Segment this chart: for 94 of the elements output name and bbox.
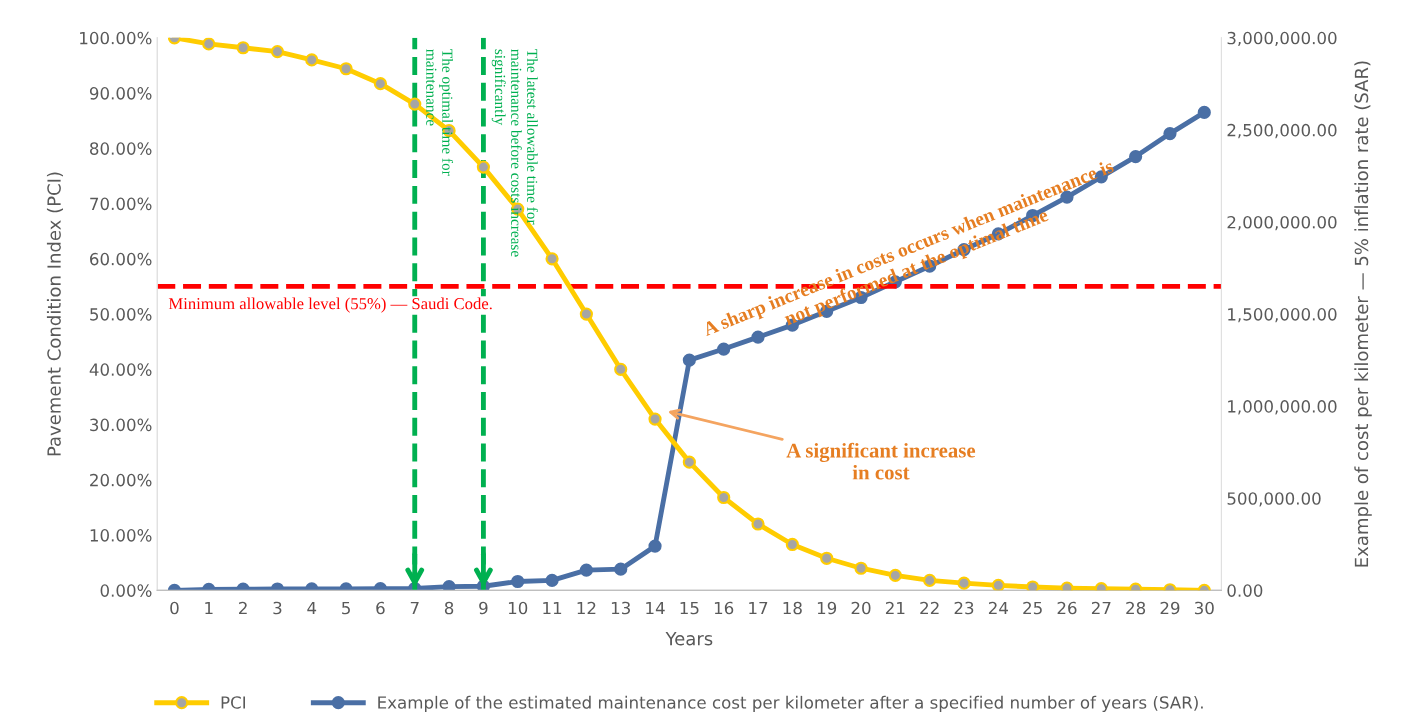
x-tick-label: 8 bbox=[444, 601, 454, 615]
point bbox=[923, 573, 937, 587]
y-tick-label: 30.00% bbox=[90, 418, 152, 432]
y-tick-label: 40.00% bbox=[89, 363, 152, 376]
point bbox=[1197, 105, 1211, 119]
y2-tick-label: 1,000,000.00 bbox=[1228, 400, 1337, 415]
point bbox=[751, 517, 765, 531]
point bbox=[545, 252, 559, 266]
point bbox=[751, 330, 765, 344]
y2-tick-label: 0.00 bbox=[1227, 584, 1263, 597]
point bbox=[339, 62, 353, 76]
x-tick-label: 12 bbox=[577, 601, 596, 615]
x-tick-label: 20 bbox=[851, 601, 871, 615]
x-tick-label: 1 bbox=[205, 601, 213, 615]
point bbox=[305, 53, 319, 67]
point bbox=[614, 362, 628, 376]
x-tick-label: 0 bbox=[170, 601, 179, 615]
point bbox=[682, 353, 696, 367]
y-tick-label: 20.00% bbox=[90, 473, 152, 487]
x-axis-title: Years bbox=[665, 632, 713, 646]
annotation: A significant increase in cost bbox=[786, 442, 976, 480]
y-axis-title: Pavement Condition Index (PCI) bbox=[46, 172, 64, 456]
ref-line-label: The optimal time for maintenance bbox=[426, 49, 454, 176]
x-tick-label: 16 bbox=[714, 601, 734, 615]
point bbox=[854, 561, 868, 575]
x-tick-label: 23 bbox=[954, 601, 974, 615]
point bbox=[270, 45, 285, 59]
x-tick-label: 26 bbox=[1057, 601, 1077, 615]
x-tick-label: 2 bbox=[239, 601, 247, 615]
point bbox=[1129, 150, 1143, 164]
point bbox=[957, 576, 971, 590]
ref-line-label: The latest allowable time for maintenance before costs increase significantly bbox=[491, 49, 538, 257]
y2-tick-label: 2,000,000.00 bbox=[1227, 215, 1337, 231]
point bbox=[614, 562, 628, 576]
point bbox=[991, 578, 1005, 591]
x-tick-label: 24 bbox=[988, 601, 1008, 615]
point bbox=[1163, 126, 1177, 141]
point bbox=[511, 574, 525, 589]
point bbox=[682, 455, 696, 469]
x-tick-label: 21 bbox=[885, 601, 905, 615]
x-tick-label: 3 bbox=[273, 601, 282, 615]
x-tick-label: 19 bbox=[817, 601, 837, 615]
y-tick-label: 70.00% bbox=[90, 197, 152, 211]
x-tick-label: 13 bbox=[611, 601, 630, 615]
point bbox=[579, 307, 593, 321]
point bbox=[373, 77, 388, 91]
x-tick-label: 29 bbox=[1160, 601, 1180, 615]
x-tick-label: 11 bbox=[543, 601, 562, 615]
point bbox=[579, 563, 593, 577]
point bbox=[648, 539, 662, 553]
legend-label: Example of the estimated maintenance cost per kilometer after a specified number of years (SAR). bbox=[378, 695, 1203, 712]
y2-tick-label: 2,500,000.00 bbox=[1227, 123, 1337, 139]
point bbox=[442, 580, 456, 591]
y2-axis-title: Example of cost per kilometer — 5% inflation rate (SAR) bbox=[1354, 61, 1372, 567]
y-tick-label: 60.00% bbox=[90, 252, 152, 266]
x-tick-label: 6 bbox=[376, 601, 385, 615]
point bbox=[202, 37, 216, 51]
point bbox=[408, 97, 422, 111]
x-tick-label: 25 bbox=[1023, 601, 1042, 615]
point bbox=[545, 573, 559, 587]
ref-line-label: Minimum allowable level (55%) — Saudi Code. bbox=[168, 297, 492, 313]
legend-label: PCI bbox=[221, 696, 245, 709]
x-tick-label: 18 bbox=[783, 601, 802, 615]
point bbox=[476, 160, 490, 174]
point bbox=[888, 568, 902, 582]
x-tick-label: 30 bbox=[1194, 601, 1214, 615]
x-tick-label: 9 bbox=[479, 601, 488, 615]
point bbox=[785, 537, 799, 552]
point bbox=[717, 342, 731, 356]
point bbox=[1060, 581, 1074, 591]
point bbox=[648, 412, 662, 426]
point bbox=[717, 490, 731, 505]
y2-tick-label: 3,000,000.00 bbox=[1227, 31, 1337, 47]
point bbox=[236, 41, 250, 55]
x-tick-label: 28 bbox=[1126, 601, 1146, 615]
y2-tick-label: 1,500,000.00 bbox=[1228, 308, 1337, 323]
y-tick-label: 90.00% bbox=[89, 87, 152, 100]
y-tick-label: 0.00% bbox=[100, 584, 152, 597]
y-tick-label: 100.00% bbox=[80, 31, 152, 45]
y-tick-label: 80.00% bbox=[90, 142, 152, 155]
point bbox=[1026, 580, 1040, 591]
y-tick-label: 10.00% bbox=[90, 529, 152, 542]
x-tick-label: 14 bbox=[646, 601, 665, 615]
x-tick-label: 17 bbox=[749, 601, 768, 615]
x-tick-label: 5 bbox=[342, 601, 350, 615]
y2-tick-label: 500,000.00 bbox=[1227, 492, 1321, 507]
x-tick-label: 27 bbox=[1091, 601, 1111, 615]
y-tick-label: 50.00% bbox=[90, 308, 152, 321]
point bbox=[820, 551, 834, 565]
x-tick-label: 22 bbox=[920, 601, 939, 615]
x-tick-label: 15 bbox=[680, 601, 699, 615]
x-tick-label: 4 bbox=[307, 601, 317, 615]
x-tick-label: 7 bbox=[410, 601, 419, 615]
x-tick-label: 10 bbox=[508, 601, 528, 615]
